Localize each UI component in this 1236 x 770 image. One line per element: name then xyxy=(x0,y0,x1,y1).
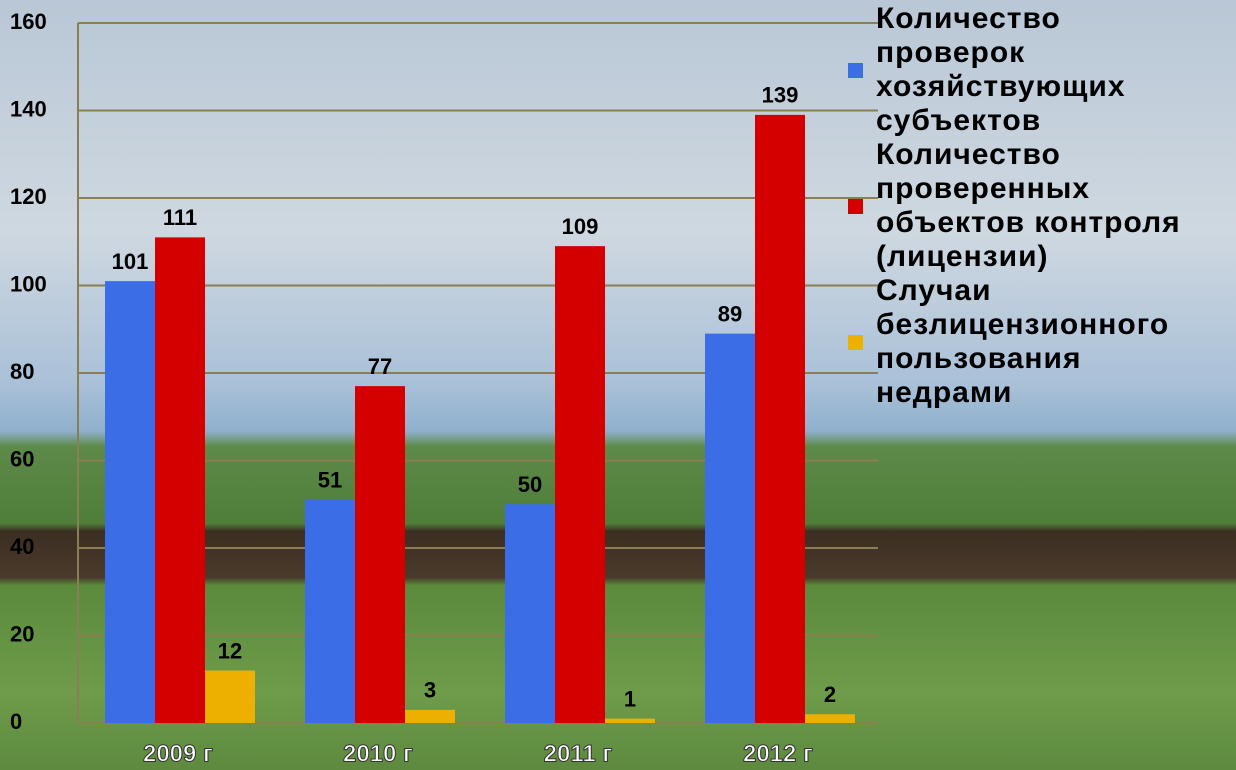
y-tick-label: 140 xyxy=(10,96,47,121)
data-label: 109 xyxy=(562,214,599,239)
legend-swatch xyxy=(848,63,863,78)
legend-label: Количество проверенных объектов контроля… xyxy=(876,138,1181,274)
y-tick-label: 160 xyxy=(10,9,47,34)
bar xyxy=(555,246,605,723)
y-tick-label: 60 xyxy=(10,446,34,471)
y-tick-label: 0 xyxy=(10,709,22,734)
legend-label: Количество проверок хозяйствующих субъек… xyxy=(876,2,1126,138)
legend-swatch xyxy=(848,199,863,214)
bar xyxy=(355,386,405,723)
data-label: 2 xyxy=(824,682,836,707)
y-tick-label: 80 xyxy=(10,359,34,384)
y-tick-label: 100 xyxy=(10,271,47,296)
bar xyxy=(605,719,655,723)
y-tick-label: 120 xyxy=(10,184,47,209)
bar xyxy=(155,237,205,723)
bar xyxy=(105,281,155,723)
data-label: 101 xyxy=(112,249,149,274)
bar xyxy=(205,671,255,724)
data-label: 50 xyxy=(518,472,542,497)
x-tick-label: 2009 г xyxy=(143,740,213,767)
data-label: 111 xyxy=(163,205,197,230)
y-tick-label: 20 xyxy=(10,621,34,646)
data-label: 12 xyxy=(218,638,242,663)
legend-item: Количество проверок хозяйствующих субъек… xyxy=(848,2,1236,138)
legend-label: Случаи безлицензионного пользования недр… xyxy=(876,274,1169,410)
y-tick-label: 40 xyxy=(10,534,34,559)
chart-container: 0204060801001201401602009 г101111122010 … xyxy=(0,0,1236,770)
legend-item: Случаи безлицензионного пользования недр… xyxy=(848,274,1236,410)
data-label: 139 xyxy=(762,83,799,108)
bar xyxy=(305,500,355,723)
data-label: 3 xyxy=(424,678,436,703)
legend-item: Количество проверенных объектов контроля… xyxy=(848,138,1236,274)
legend: Количество проверок хозяйствующих субъек… xyxy=(848,2,1236,410)
data-label: 1 xyxy=(624,686,636,711)
x-tick-label: 2012 г xyxy=(743,740,813,767)
data-label: 51 xyxy=(318,468,342,493)
bar xyxy=(755,115,805,723)
data-label: 77 xyxy=(368,354,392,379)
bar xyxy=(805,714,855,723)
data-label: 89 xyxy=(718,301,742,326)
bar xyxy=(405,710,455,723)
bar xyxy=(705,334,755,723)
bar xyxy=(505,504,555,723)
x-tick-label: 2010 г xyxy=(343,740,413,767)
legend-swatch xyxy=(848,335,863,350)
x-tick-label: 2011 г xyxy=(544,740,613,767)
